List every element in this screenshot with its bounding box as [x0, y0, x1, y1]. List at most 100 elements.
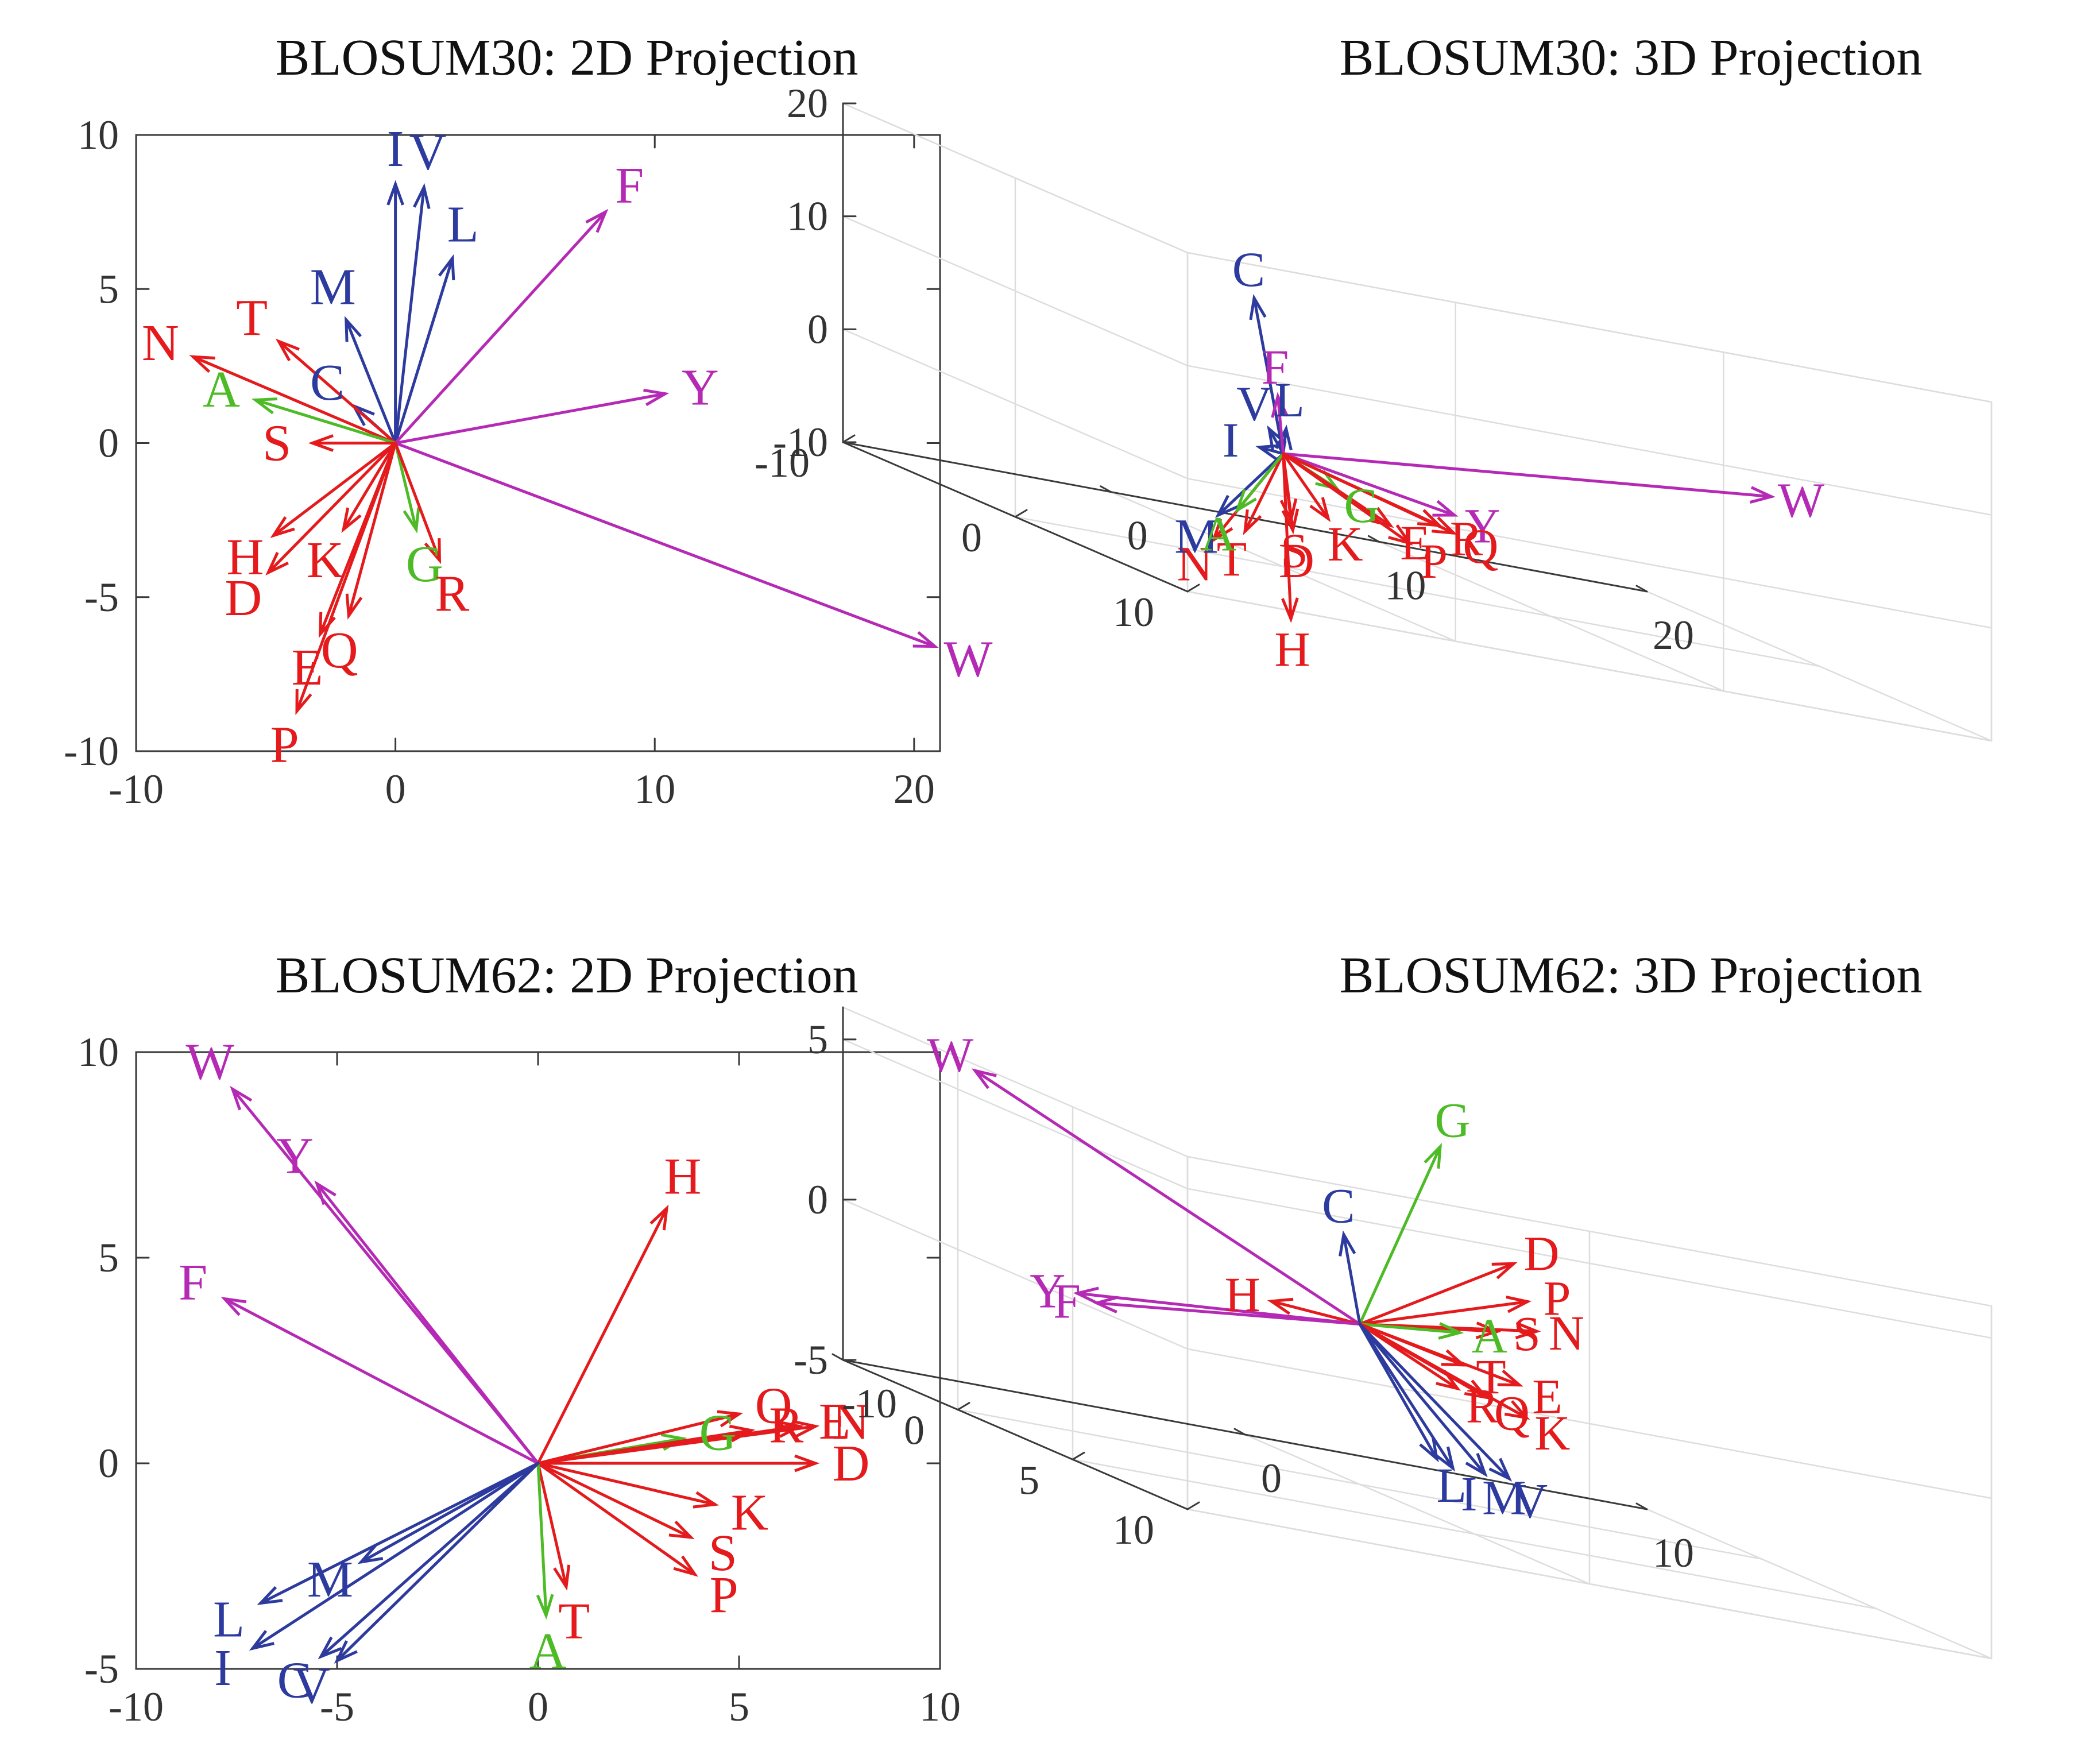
vector-P	[536, 1462, 699, 1577]
vector-P	[1282, 452, 1413, 546]
label-G: G	[406, 536, 443, 593]
label-D: D	[1523, 1226, 1559, 1281]
y-tick-label: -5	[84, 574, 119, 620]
vector-S	[308, 434, 397, 452]
label-C: C	[1322, 1178, 1355, 1233]
label-A: A	[1472, 1308, 1507, 1363]
x-tick-label: -10	[109, 1684, 164, 1730]
grid	[842, 102, 1993, 742]
y-tick-label: 10	[78, 1029, 119, 1075]
z-tick-label: -10	[773, 419, 828, 465]
label-H: H	[1225, 1267, 1260, 1322]
vector-W	[394, 442, 939, 648]
vector-F	[1271, 392, 1289, 455]
label-S: S	[1281, 523, 1308, 578]
label-F: F	[1053, 1274, 1081, 1329]
label-F: F	[615, 157, 644, 214]
vector-G	[1358, 1142, 1442, 1326]
vector-G	[394, 442, 420, 534]
vector-P	[295, 442, 397, 716]
x-tick-label: 10	[1653, 1530, 1694, 1576]
y-tick	[842, 434, 856, 443]
z-tick-label: 0	[807, 1177, 828, 1223]
label-P: P	[1420, 534, 1448, 589]
label-D: D	[1279, 533, 1314, 588]
label-V: V	[1512, 1473, 1548, 1528]
x-tick-label: 0	[528, 1684, 548, 1730]
vector-Y	[314, 1180, 540, 1465]
vector-F	[1092, 1296, 1362, 1326]
x-tick-label: 0	[1261, 1455, 1282, 1501]
vector-I	[1255, 444, 1285, 461]
z-tick-label: -5	[794, 1337, 828, 1383]
y-tick-label: 10	[78, 112, 119, 158]
vector-K	[536, 1462, 720, 1509]
grid-line	[1186, 365, 1993, 516]
label-M: M	[310, 258, 356, 315]
label-W: W	[944, 631, 993, 687]
y-axis	[842, 1359, 1189, 1510]
label-M: M	[1174, 509, 1218, 564]
z-tick-label: 20	[787, 80, 828, 126]
y-tick-label: 10	[1113, 589, 1154, 635]
z-tick-label: 10	[787, 194, 828, 239]
z-tick-label: 0	[807, 306, 828, 352]
axes: -10 0 10 20 -10 0 10 0 10 20	[755, 80, 1694, 658]
label-F: F	[1262, 339, 1289, 395]
x-tick-label: 10	[634, 766, 675, 812]
vector-A	[251, 397, 397, 445]
vector-R	[1358, 1323, 1461, 1391]
label-Q: Q	[1494, 1385, 1530, 1440]
label-Q: Q	[755, 1377, 792, 1434]
label-V: V	[1236, 376, 1272, 431]
label-R: R	[435, 565, 469, 622]
label-P: P	[270, 716, 299, 773]
y-tick	[1186, 1501, 1200, 1510]
x-tick-label: 10	[919, 1684, 961, 1730]
x-tick	[1635, 1502, 1648, 1510]
label-S: S	[1513, 1306, 1541, 1361]
y-tick-label: 0	[98, 1440, 119, 1486]
label-I: I	[214, 1640, 231, 1696]
label-Y: Y	[1465, 498, 1500, 554]
box-edge	[842, 102, 1189, 254]
label-V: V	[409, 124, 447, 181]
label-Y: Y	[1030, 1263, 1065, 1318]
label-P: P	[1544, 1271, 1571, 1326]
vector-S	[536, 1462, 695, 1540]
label-C: C	[1232, 242, 1265, 297]
vector-T	[1243, 452, 1285, 535]
label-E: E	[819, 1393, 850, 1450]
label-R: R	[1466, 1378, 1499, 1433]
vector-D	[265, 442, 397, 576]
y-tick	[1186, 583, 1200, 593]
vector-W	[971, 1068, 1362, 1326]
x-axis	[842, 441, 1648, 593]
label-W: W	[1778, 472, 1824, 527]
vector-H	[1267, 1297, 1362, 1326]
vector-T	[1358, 1323, 1467, 1367]
vector-A	[1235, 452, 1285, 514]
x-tick	[1367, 535, 1380, 543]
grid-line	[957, 1409, 1763, 1560]
x-tick-label: 10	[1384, 562, 1426, 608]
label-M: M	[307, 1551, 353, 1608]
label-Y: Y	[276, 1127, 314, 1184]
vector-V	[1358, 1323, 1513, 1482]
vector-A	[1358, 1322, 1464, 1340]
vector-P	[1358, 1295, 1532, 1326]
vector-T	[275, 338, 397, 445]
vector-N	[189, 355, 397, 445]
vector-D	[536, 1454, 820, 1472]
vector-K	[1282, 452, 1331, 523]
label-K: K	[1534, 1405, 1570, 1460]
x-tick	[1100, 485, 1112, 493]
label-E: E	[1400, 515, 1430, 570]
box-edge	[1186, 1508, 1993, 1660]
label-K: K	[731, 1485, 768, 1541]
y-tick-label: 5	[1019, 1457, 1039, 1503]
x-tick-label: 5	[729, 1684, 749, 1730]
box-edge	[842, 1006, 1189, 1158]
